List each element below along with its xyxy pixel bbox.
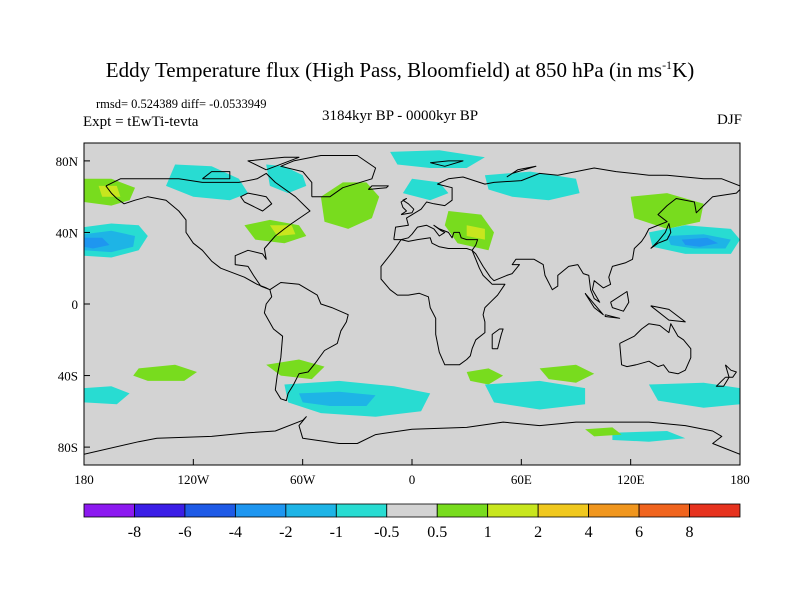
coastline-20: [240, 192, 273, 212]
colorbar-swatch-5: [335, 503, 388, 518]
y-tick-label-0: 80N: [56, 154, 79, 169]
colorbar-swatch-12: [689, 503, 741, 518]
x-tick-label-2: 60W: [290, 472, 316, 487]
colorbar-label-7: 1: [484, 524, 492, 541]
coastline-18: [247, 156, 300, 171]
contour-region-18: [681, 237, 719, 247]
colorbar-swatch-7: [436, 503, 489, 518]
contour-region-25: [539, 364, 595, 383]
y-tick-label-4: 80S: [58, 440, 78, 455]
coastline-5: [380, 237, 506, 366]
coastline-19: [202, 171, 231, 180]
colorbar-label-6: 0.5: [427, 524, 447, 541]
colorbar-swatch-9: [537, 503, 590, 518]
contour-region-23: [299, 391, 376, 406]
contour-region-15: [630, 193, 704, 229]
coastline-13: [584, 292, 604, 316]
x-tick-label-6: 180: [730, 472, 750, 487]
coastline-16: [650, 305, 686, 323]
period-label: 3184kyr BP - 0000kyr BP: [321, 108, 479, 124]
map-axes: 180 120W 60W 0 60E 120E 180 80N 40N 0 40S 80S: [56, 154, 750, 487]
coastline-21: [430, 160, 464, 167]
coastlines: [84, 155, 740, 455]
colorbar-label-3: -2: [279, 524, 292, 541]
y-tick-label-2: 0: [72, 297, 79, 312]
contour-region-28: [612, 431, 686, 442]
title-superscript: -1: [662, 58, 673, 72]
contour-region-29: [585, 427, 622, 437]
y-tick-label-1: 40N: [56, 225, 79, 240]
colorbar-label-10: 6: [635, 524, 643, 541]
contour-region-21: [266, 359, 325, 380]
contour-region-2: [84, 237, 110, 249]
coastline-8: [724, 364, 737, 378]
colorbar-swatch-8: [487, 503, 539, 518]
coastline-3: [393, 167, 740, 240]
coastline-22: [506, 165, 537, 178]
y-tick-label-3: 40S: [58, 369, 78, 384]
contour-region-27: [648, 382, 740, 408]
colorbar-swatch-10: [588, 503, 640, 518]
colorbar-swatch-6: [386, 503, 438, 518]
colorbar-swatch-3: [234, 503, 287, 518]
colorbar-label-5: -0.5: [374, 524, 399, 541]
plot-title: Eddy Temperature flux (High Pass, Bloomf…: [0, 58, 800, 83]
contour-region-9: [320, 182, 380, 229]
coastline-0: [105, 172, 311, 291]
colorbar-label-4: -1: [330, 524, 343, 541]
contour-region-14: [466, 225, 485, 240]
experiment-label: Expt = tEwTi-tevta: [83, 114, 199, 130]
coastline-10: [650, 223, 672, 249]
coastline-4: [393, 189, 740, 303]
contour-region-24: [466, 368, 504, 385]
title-end: K): [672, 58, 695, 82]
title-main: Eddy Temperature flux (High Pass, Bloomf…: [105, 58, 663, 82]
colorbar: -8 -6 -4 -2 -1 -0.5 0.5 1 2 4 6 8: [83, 503, 741, 541]
contour-region-10: [390, 150, 485, 168]
contour-region-26: [484, 380, 586, 410]
colorbar-swatch-0: [83, 503, 135, 518]
x-tick-label-5: 120E: [617, 472, 645, 487]
coastline-17: [84, 416, 740, 455]
colorbar-swatch-2: [184, 503, 236, 518]
coastline-9: [715, 376, 730, 387]
coastline-12: [367, 185, 389, 190]
colorbar-label-9: 4: [585, 524, 593, 541]
stats-text: rmsd= 0.524389 diff= -0.0533949: [96, 97, 267, 111]
contour-region-12: [484, 171, 580, 201]
flux-anomaly-contours: [84, 150, 740, 442]
colorbar-label-2: -4: [229, 524, 242, 541]
colorbar-label-11: 8: [686, 524, 694, 541]
colorbar-swatch-11: [638, 503, 690, 518]
colorbar-swatch-1: [134, 503, 186, 518]
contour-region-6: [266, 164, 307, 194]
coastline-15: [610, 291, 630, 312]
colorbar-label-1: -6: [178, 524, 191, 541]
x-tick-label-4: 60E: [511, 472, 532, 487]
coastline-1: [263, 282, 349, 402]
x-tick-label-1: 120W: [177, 472, 210, 487]
season-label: DJF: [716, 112, 742, 128]
coastline-6: [491, 328, 504, 350]
colorbar-label-0: -8: [128, 524, 141, 541]
x-tick-label-3: 0: [409, 472, 416, 487]
coastline-11: [400, 198, 415, 216]
coastline-14: [604, 314, 621, 319]
contour-region-19: [133, 364, 197, 381]
x-tick-label-0: 180: [74, 472, 94, 487]
colorbar-swatch-4: [285, 503, 337, 518]
coastline-7: [619, 323, 692, 375]
contour-region-20: [84, 386, 130, 405]
colorbar-label-8: 2: [534, 524, 542, 541]
coastline-2: [280, 155, 377, 198]
